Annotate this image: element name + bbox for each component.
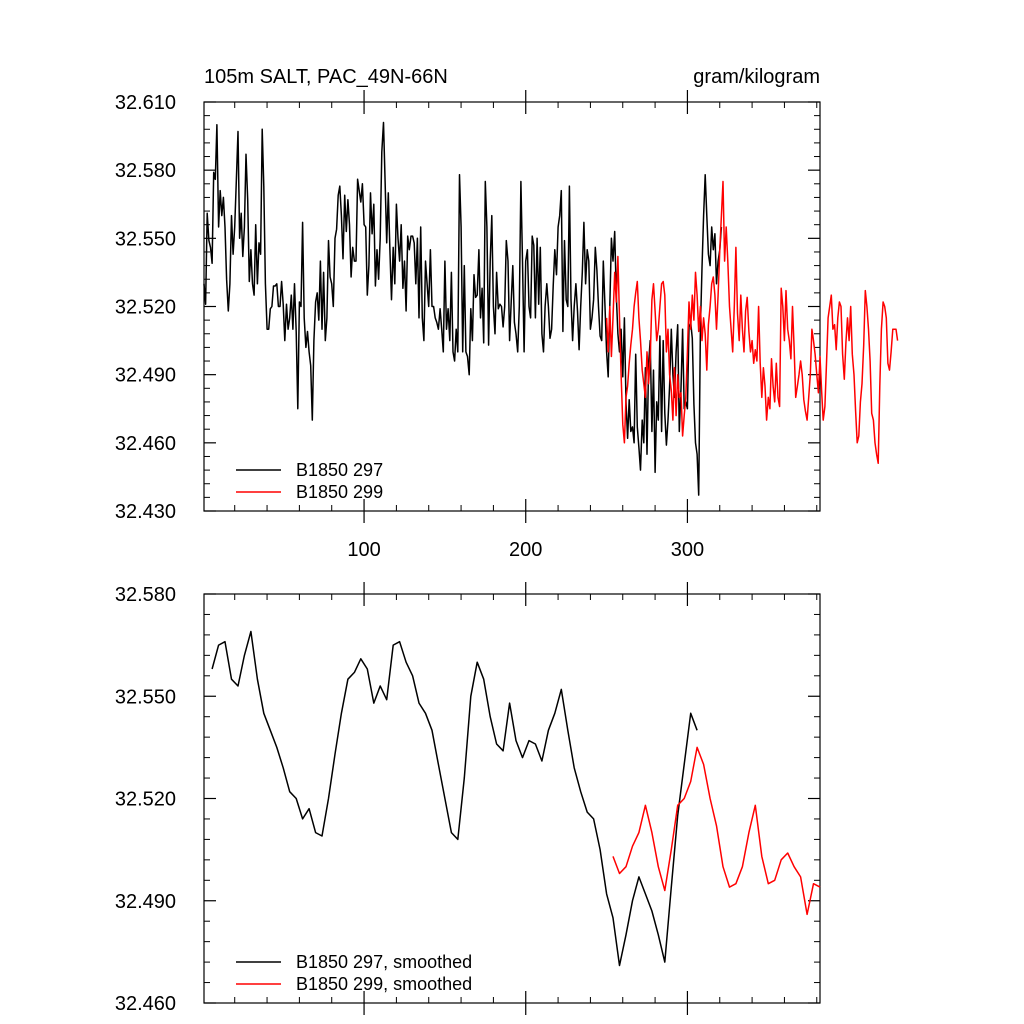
series-line-b1850-297-smoothed xyxy=(211,630,698,967)
legend-label: B1850 297 xyxy=(296,460,383,480)
y-tick-label: 32.430 xyxy=(115,501,176,523)
y-tick-label: 32.580 xyxy=(115,160,176,182)
chart-title-left: 105m SALT, PAC_49N-66N xyxy=(204,66,448,88)
y-tick-label: 32.490 xyxy=(115,891,176,913)
y-tick-label: 32.550 xyxy=(115,228,176,250)
y-tick-label: 32.490 xyxy=(115,365,176,387)
plot-frame xyxy=(203,101,821,512)
y-tick-label: 32.520 xyxy=(115,297,176,319)
series-line-b1850-299-smoothed xyxy=(612,746,821,916)
y-tick-label: 32.460 xyxy=(115,993,176,1015)
y-tick-label: 32.610 xyxy=(115,92,176,114)
y-tick-label: 32.460 xyxy=(115,433,176,455)
raw-salinity-panel: 32.430 32.460 32.490 32.520 32.550 32.580 32.6… xyxy=(115,90,899,561)
x-tick-label: 200 xyxy=(509,539,542,561)
series-line-b1850-297 xyxy=(203,121,723,496)
legend-label: B1850 299, smoothed xyxy=(296,974,472,994)
y-tick-label: 32.520 xyxy=(115,789,176,811)
legend-label: B1850 299 xyxy=(296,482,383,502)
x-tick-label: 300 xyxy=(671,539,704,561)
x-tick-label: 100 xyxy=(347,539,380,561)
chart-title-right: gram/kilogram xyxy=(693,66,820,88)
series-line-b1850-299 xyxy=(605,180,899,465)
legend-label: B1850 297, smoothed xyxy=(296,952,472,972)
smoothed-salinity-panel: 32.460 32.490 32.520 32.550 32.580 B1850 297,… xyxy=(115,582,821,1015)
y-tick-label: 32.580 xyxy=(115,584,176,606)
y-tick-label: 32.550 xyxy=(115,686,176,708)
